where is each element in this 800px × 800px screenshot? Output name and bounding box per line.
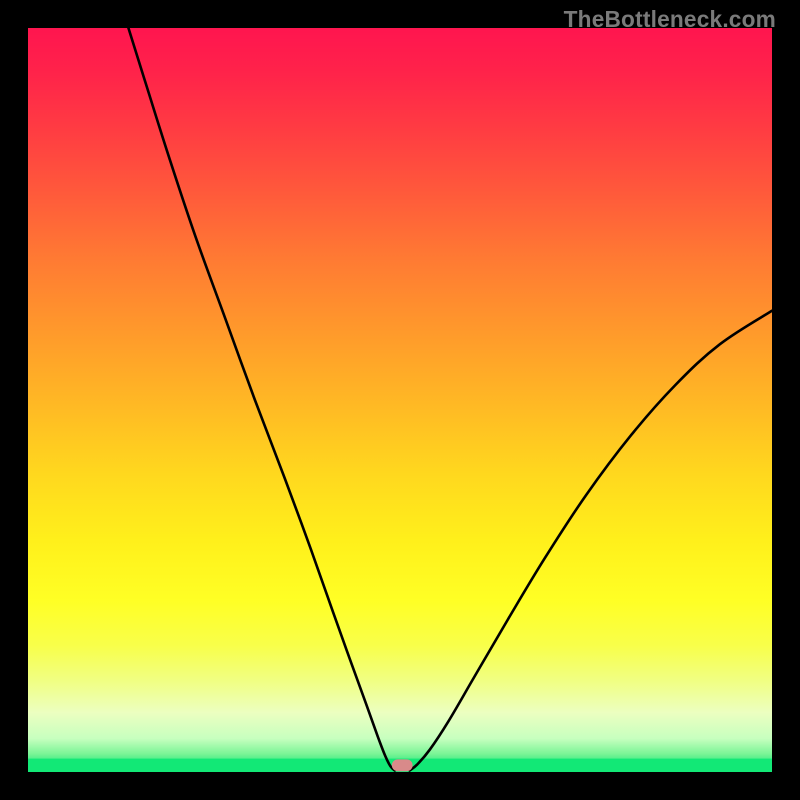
watermark-text: TheBottleneck.com	[564, 6, 776, 33]
plot-area	[28, 28, 772, 772]
minimum-marker	[392, 759, 413, 771]
chart-svg	[28, 28, 772, 772]
chart-frame	[28, 28, 772, 772]
